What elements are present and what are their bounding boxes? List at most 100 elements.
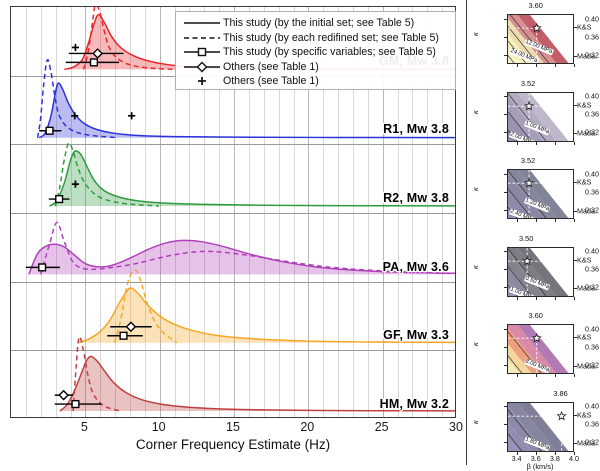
legend-label: Others (see Table 1): [223, 75, 319, 88]
x-axis-tick-labels: 5 10 15 20 25 30: [10, 420, 463, 436]
contour-y-tick-label: 0.36: [585, 264, 599, 274]
square-marker: [119, 331, 128, 340]
contour-x-tick: [516, 451, 518, 455]
gridline: [338, 7, 340, 417]
contour-right-label: Mada.: [577, 438, 597, 448]
contour-x-tick: [574, 296, 575, 300]
contour-x-tick: [535, 374, 537, 377]
gridline: [204, 7, 206, 417]
contour-line: [508, 266, 532, 296]
contour-plot-area: 0.50 MPa 1.00 MPa: [507, 246, 574, 297]
contour-x-axis-label: β (km/s): [526, 461, 554, 471]
contour-panel-r1: 3.52 κ 0.40 0.36 0.32 K&S Mada. 1.00 MPa 2.00 MP…: [467, 78, 600, 156]
distribution-fill: [76, 288, 455, 343]
contour-right-label: K&S: [577, 410, 592, 420]
gridline: [308, 7, 310, 417]
contour-x-tick: [574, 451, 575, 455]
panel-label-pa: PA, Mw 3.6: [382, 259, 449, 274]
contour-y-axis-label: κ: [471, 264, 480, 269]
contour-x-tick: [554, 219, 556, 222]
contour-plot-area: 12.00 MPa 24.00 MPa: [507, 14, 574, 64]
contour-line: [509, 15, 550, 63]
contour-x-tick: [516, 296, 518, 300]
contour-y-tick-label: 0.36: [585, 342, 599, 352]
contour-right-label: K&S: [577, 100, 592, 110]
contour-x-tick: [535, 219, 537, 222]
panel-label-hm: HM, Mw 3.2: [379, 397, 449, 411]
panel-separator: [11, 281, 455, 283]
contour-y-tick: [504, 36, 507, 38]
panel-separator: [11, 144, 455, 146]
contour-panel-column: 3.60 κ 0.40 0.36 0.32 K&S Mada. 12.00 MPa 24.00 …: [466, 0, 600, 471]
contour-panel-title: 3.50: [518, 233, 534, 243]
diamond-marker: [92, 48, 103, 59]
contour-y-tick: [504, 328, 507, 330]
gridline: [174, 7, 176, 417]
contour-y-axis-label: κ: [471, 32, 480, 36]
gridline: [442, 7, 444, 417]
square-marker: [55, 194, 64, 204]
panel-label-r2: R2, Mw 3.8: [383, 191, 449, 205]
contour-panel-r2: 3.52 κ 0.40 0.36 0.32 K&S Mada. 1.20 MPa 2.40 MP…: [467, 155, 600, 233]
x-tick-label: 20: [300, 420, 315, 434]
contour-right-tick: [574, 443, 577, 445]
contour-right-tick: [574, 259, 577, 261]
gridline: [293, 7, 295, 417]
contour-y-tick: [504, 191, 507, 193]
contour-y-tick-label: 0.40: [585, 14, 599, 24]
contour-x-tick: [535, 451, 537, 455]
contour-line: [508, 170, 547, 218]
contour-y-tick-label: 0.32: [585, 360, 599, 370]
contour-x-tick-label: 3.6: [530, 453, 541, 463]
gridline: [189, 7, 191, 417]
gridline: [100, 7, 102, 417]
contour-x-tick: [516, 374, 518, 377]
contour-right-label: K&S: [577, 22, 592, 32]
markers-gm: [65, 43, 124, 67]
legend-item: This study (by the initial set; see Tabl…: [181, 16, 450, 31]
panel-label-r1: R1, Mw 3.8: [383, 122, 449, 137]
contour-right-label: Mada.: [577, 283, 597, 293]
gridline: [367, 7, 369, 417]
contour-line: [508, 111, 532, 141]
contour-y-tick-label: 0.36: [585, 187, 599, 197]
dashed-distribution-line: [39, 221, 455, 275]
gridline: [397, 7, 399, 417]
contour-y-tick: [504, 269, 507, 271]
x-tick-label: 5: [80, 420, 88, 434]
distribution-fill: [48, 150, 455, 207]
marker-overlay: [25, 43, 152, 409]
gridline: [382, 7, 384, 417]
gridline: [323, 7, 325, 417]
contour-x-tick-label: 3.8: [549, 453, 560, 463]
contour-right-tick: [574, 55, 577, 57]
contour-y-tick-label: 0.32: [585, 282, 599, 292]
contour-band: [517, 325, 569, 373]
gridline: [427, 7, 429, 417]
contour-y-tick: [504, 18, 507, 20]
contour-x-tick: [574, 374, 575, 377]
dashed-distribution-line: [113, 269, 178, 344]
contour-x-tick: [535, 141, 537, 145]
legend-label: This study (by specific variables; see T…: [223, 46, 436, 59]
diamond-marker: [125, 321, 137, 333]
contour-right-label: Mada.: [577, 128, 597, 138]
contour-y-tick: [504, 173, 507, 175]
contour-panel-gm: 3.60 κ 0.40 0.36 0.32 K&S Mada. 12.00 MPa 24.00 …: [467, 0, 600, 78]
contour-y-axis-label: κ: [471, 419, 480, 424]
legend-label: This study (by each redifined set; see T…: [223, 31, 439, 44]
contour-y-tick: [504, 346, 507, 348]
contour-y-tick: [504, 424, 507, 426]
contour-right-label: K&S: [577, 177, 592, 187]
contour-y-tick: [504, 251, 507, 253]
contour-y-tick: [504, 442, 507, 444]
legend-item: This study (by each redifined set; see T…: [181, 31, 450, 46]
panel-hm: [59, 336, 455, 412]
contour-plot-area: 8.00 MPa: [507, 324, 574, 374]
gridline: [412, 7, 414, 417]
gridline: [55, 7, 57, 417]
gridline: [219, 7, 221, 417]
contour-y-tick-label: 0.40: [585, 401, 599, 411]
contour-panel-pa: 3.50 κ 0.40 0.36 0.32 K&S Mada. 0.50 MPa 1.00 MP…: [467, 233, 600, 311]
contour-y-tick: [504, 54, 507, 56]
